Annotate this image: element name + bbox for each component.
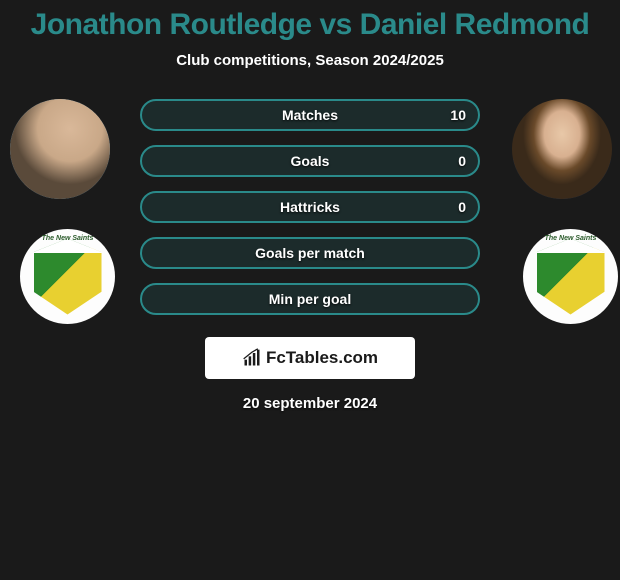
player-left-photo bbox=[10, 99, 110, 199]
player-right-photo bbox=[512, 99, 612, 199]
club-left-badge: The New Saints bbox=[20, 229, 115, 324]
shield-icon bbox=[537, 239, 605, 315]
chart-icon bbox=[242, 348, 262, 368]
subtitle: Club competitions, Season 2024/2025 bbox=[0, 52, 620, 69]
shield-icon bbox=[34, 239, 102, 315]
logo-text: FcTables.com bbox=[266, 348, 378, 368]
stat-value: 0 bbox=[458, 153, 466, 169]
site-logo: FcTables.com bbox=[205, 337, 415, 379]
date-label: 20 september 2024 bbox=[0, 395, 620, 412]
stat-label: Matches bbox=[282, 107, 338, 123]
comparison-content: The New Saints The New Saints Matches 10… bbox=[0, 99, 620, 412]
player-left-avatar bbox=[10, 99, 110, 199]
stat-bar-goals: Goals 0 bbox=[140, 145, 480, 177]
stat-bars: Matches 10 Goals 0 Hattricks 0 Goals per… bbox=[140, 99, 480, 315]
player-right-avatar bbox=[512, 99, 612, 199]
stat-label: Min per goal bbox=[269, 291, 351, 307]
stat-bar-matches: Matches 10 bbox=[140, 99, 480, 131]
stat-bar-goals-per-match: Goals per match bbox=[140, 237, 480, 269]
club-left-name: The New Saints bbox=[20, 235, 115, 242]
club-right-badge: The New Saints bbox=[523, 229, 618, 324]
club-right-name: The New Saints bbox=[523, 235, 618, 242]
stat-label: Goals per match bbox=[255, 245, 365, 261]
stat-bar-min-per-goal: Min per goal bbox=[140, 283, 480, 315]
stat-value: 10 bbox=[450, 107, 466, 123]
stat-value: 0 bbox=[458, 199, 466, 215]
page-title: Jonathon Routledge vs Daniel Redmond bbox=[0, 0, 620, 42]
stat-label: Hattricks bbox=[280, 199, 340, 215]
stat-label: Goals bbox=[291, 153, 330, 169]
stat-bar-hattricks: Hattricks 0 bbox=[140, 191, 480, 223]
